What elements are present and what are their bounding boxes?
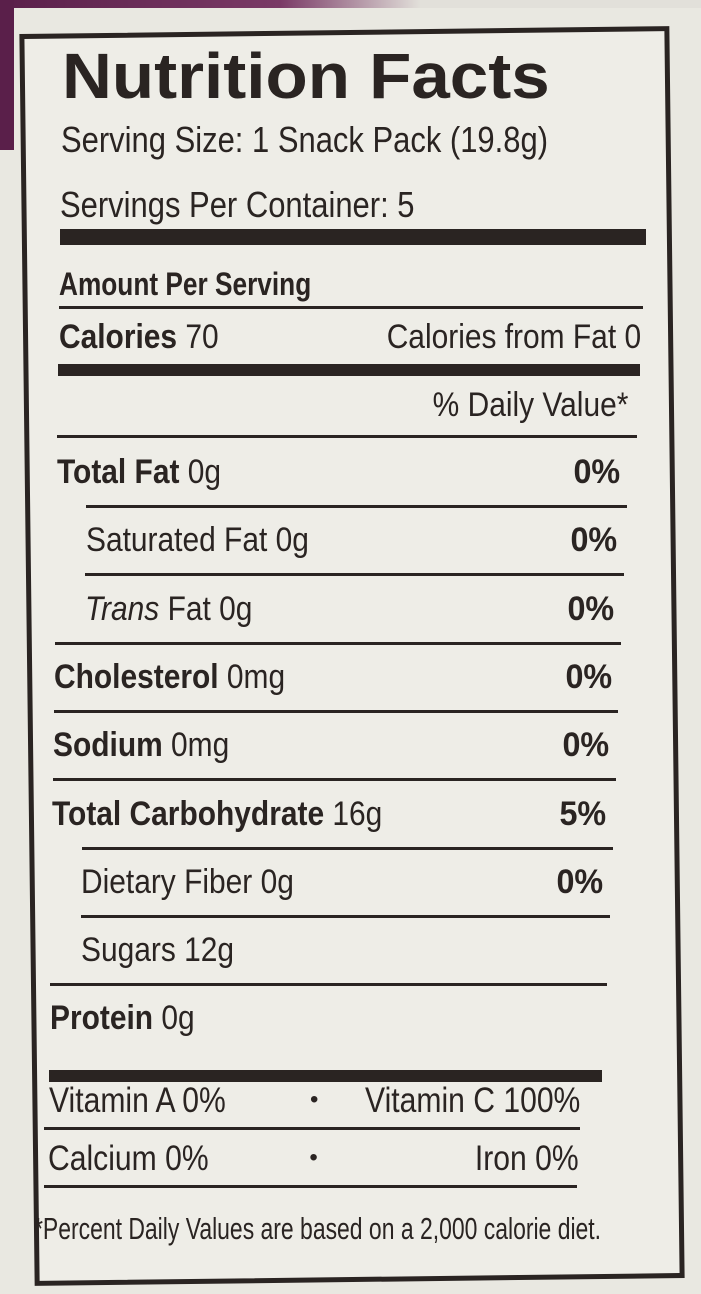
vitamin-left: Vitamin A 0% [48, 1080, 226, 1120]
nutrient-name: Sugars [80, 931, 176, 970]
title: Nutrition Facts [61, 40, 550, 112]
thick-rule [59, 229, 646, 245]
nutrient-daily-value: 0% [567, 589, 615, 628]
rule [52, 778, 616, 782]
nutrient-amount: 0g [261, 862, 295, 901]
rule [58, 306, 643, 309]
package-edge [0, 0, 14, 150]
footnote: *Percent Daily Values are based on a 2,0… [34, 1210, 602, 1246]
nutrient-name: Cholesterol 0mg [54, 660, 285, 694]
nutrient-daily-value: 0% [570, 521, 618, 560]
nutrient-name: Dietary Fiber 0g [81, 865, 294, 899]
nutrient-daily-value: 0% [565, 657, 612, 696]
vitamin-left: Calcium 0% [47, 1138, 209, 1178]
rule [85, 573, 624, 577]
nutrient-name: Sodium [53, 726, 163, 765]
nutrient-name: Sugars 12g [81, 933, 234, 967]
calories-label: Calories [58, 318, 177, 356]
nutrient-name: Total Carbohydrate 16g [52, 797, 382, 831]
nutrient-amount: 0mg [171, 726, 230, 765]
nutrient-daily-value: 0% [573, 453, 620, 491]
vitamin-separator: • [310, 1086, 319, 1113]
nutrient-amount: 0g [187, 453, 221, 491]
nutrient-daily-value: 0% [556, 862, 604, 901]
servings-per-container: Servings Per Container: 5 [60, 184, 415, 225]
rule [57, 435, 638, 438]
rule [81, 914, 611, 918]
vitamin-separator: • [309, 1144, 318, 1171]
nutrient-name: Protein 0g [50, 1001, 195, 1035]
nutrient-name: Saturated Fat [85, 521, 268, 560]
nutrient-amount: 12g [183, 931, 234, 970]
calories-amount: 70 [184, 318, 219, 356]
nutrient-name: Fat [167, 589, 211, 628]
nutrient-amount: 16g [332, 794, 383, 833]
nutrient-amount: 0g [275, 521, 309, 560]
nutrient-name: Total Fat 0g [57, 455, 221, 489]
nutrient-amount: 0g [161, 999, 195, 1038]
rule [86, 505, 627, 508]
nutrient-amount: 0g [219, 589, 253, 628]
vitamin-right: Iron 0% [474, 1138, 579, 1178]
package-edge [0, 0, 701, 8]
nutrient-name: Sodium 0mg [53, 728, 229, 762]
thick-rule [48, 1070, 602, 1083]
serving-size: Serving Size: 1 Snack Pack (19.8g) [61, 119, 549, 160]
nutrient-name: Total Carbohydrate [52, 794, 325, 833]
calories-row: Calories 70 [59, 320, 219, 354]
nutrient-daily-value: 0% [562, 726, 609, 765]
nutrient-name: Dietary Fiber [81, 862, 253, 901]
rule [54, 641, 622, 645]
amount-per-serving: Amount Per Serving [59, 266, 312, 302]
daily-value-header: % Daily Value* [432, 386, 629, 424]
nutrient-amount: 0mg [227, 657, 286, 696]
rule [50, 983, 608, 987]
rule [53, 709, 619, 713]
nutrient-daily-value: 5% [559, 794, 607, 833]
nutrient-name: Total Fat [56, 453, 180, 491]
rule [43, 1185, 578, 1188]
rule [81, 846, 613, 850]
rule [44, 1127, 580, 1130]
nutrient-name: Trans Fat 0g [85, 592, 252, 626]
nutrient-name: Protein [49, 999, 153, 1038]
vitamin-right: Vitamin C 100% [365, 1080, 581, 1120]
calories-from-fat: Calories from Fat 0 [386, 318, 642, 356]
nutrient-name: Cholesterol [54, 657, 219, 696]
nutrient-name: Saturated Fat 0g [86, 523, 309, 557]
thick-rule [58, 364, 641, 376]
nutrient-name-italic: Trans [84, 589, 160, 628]
